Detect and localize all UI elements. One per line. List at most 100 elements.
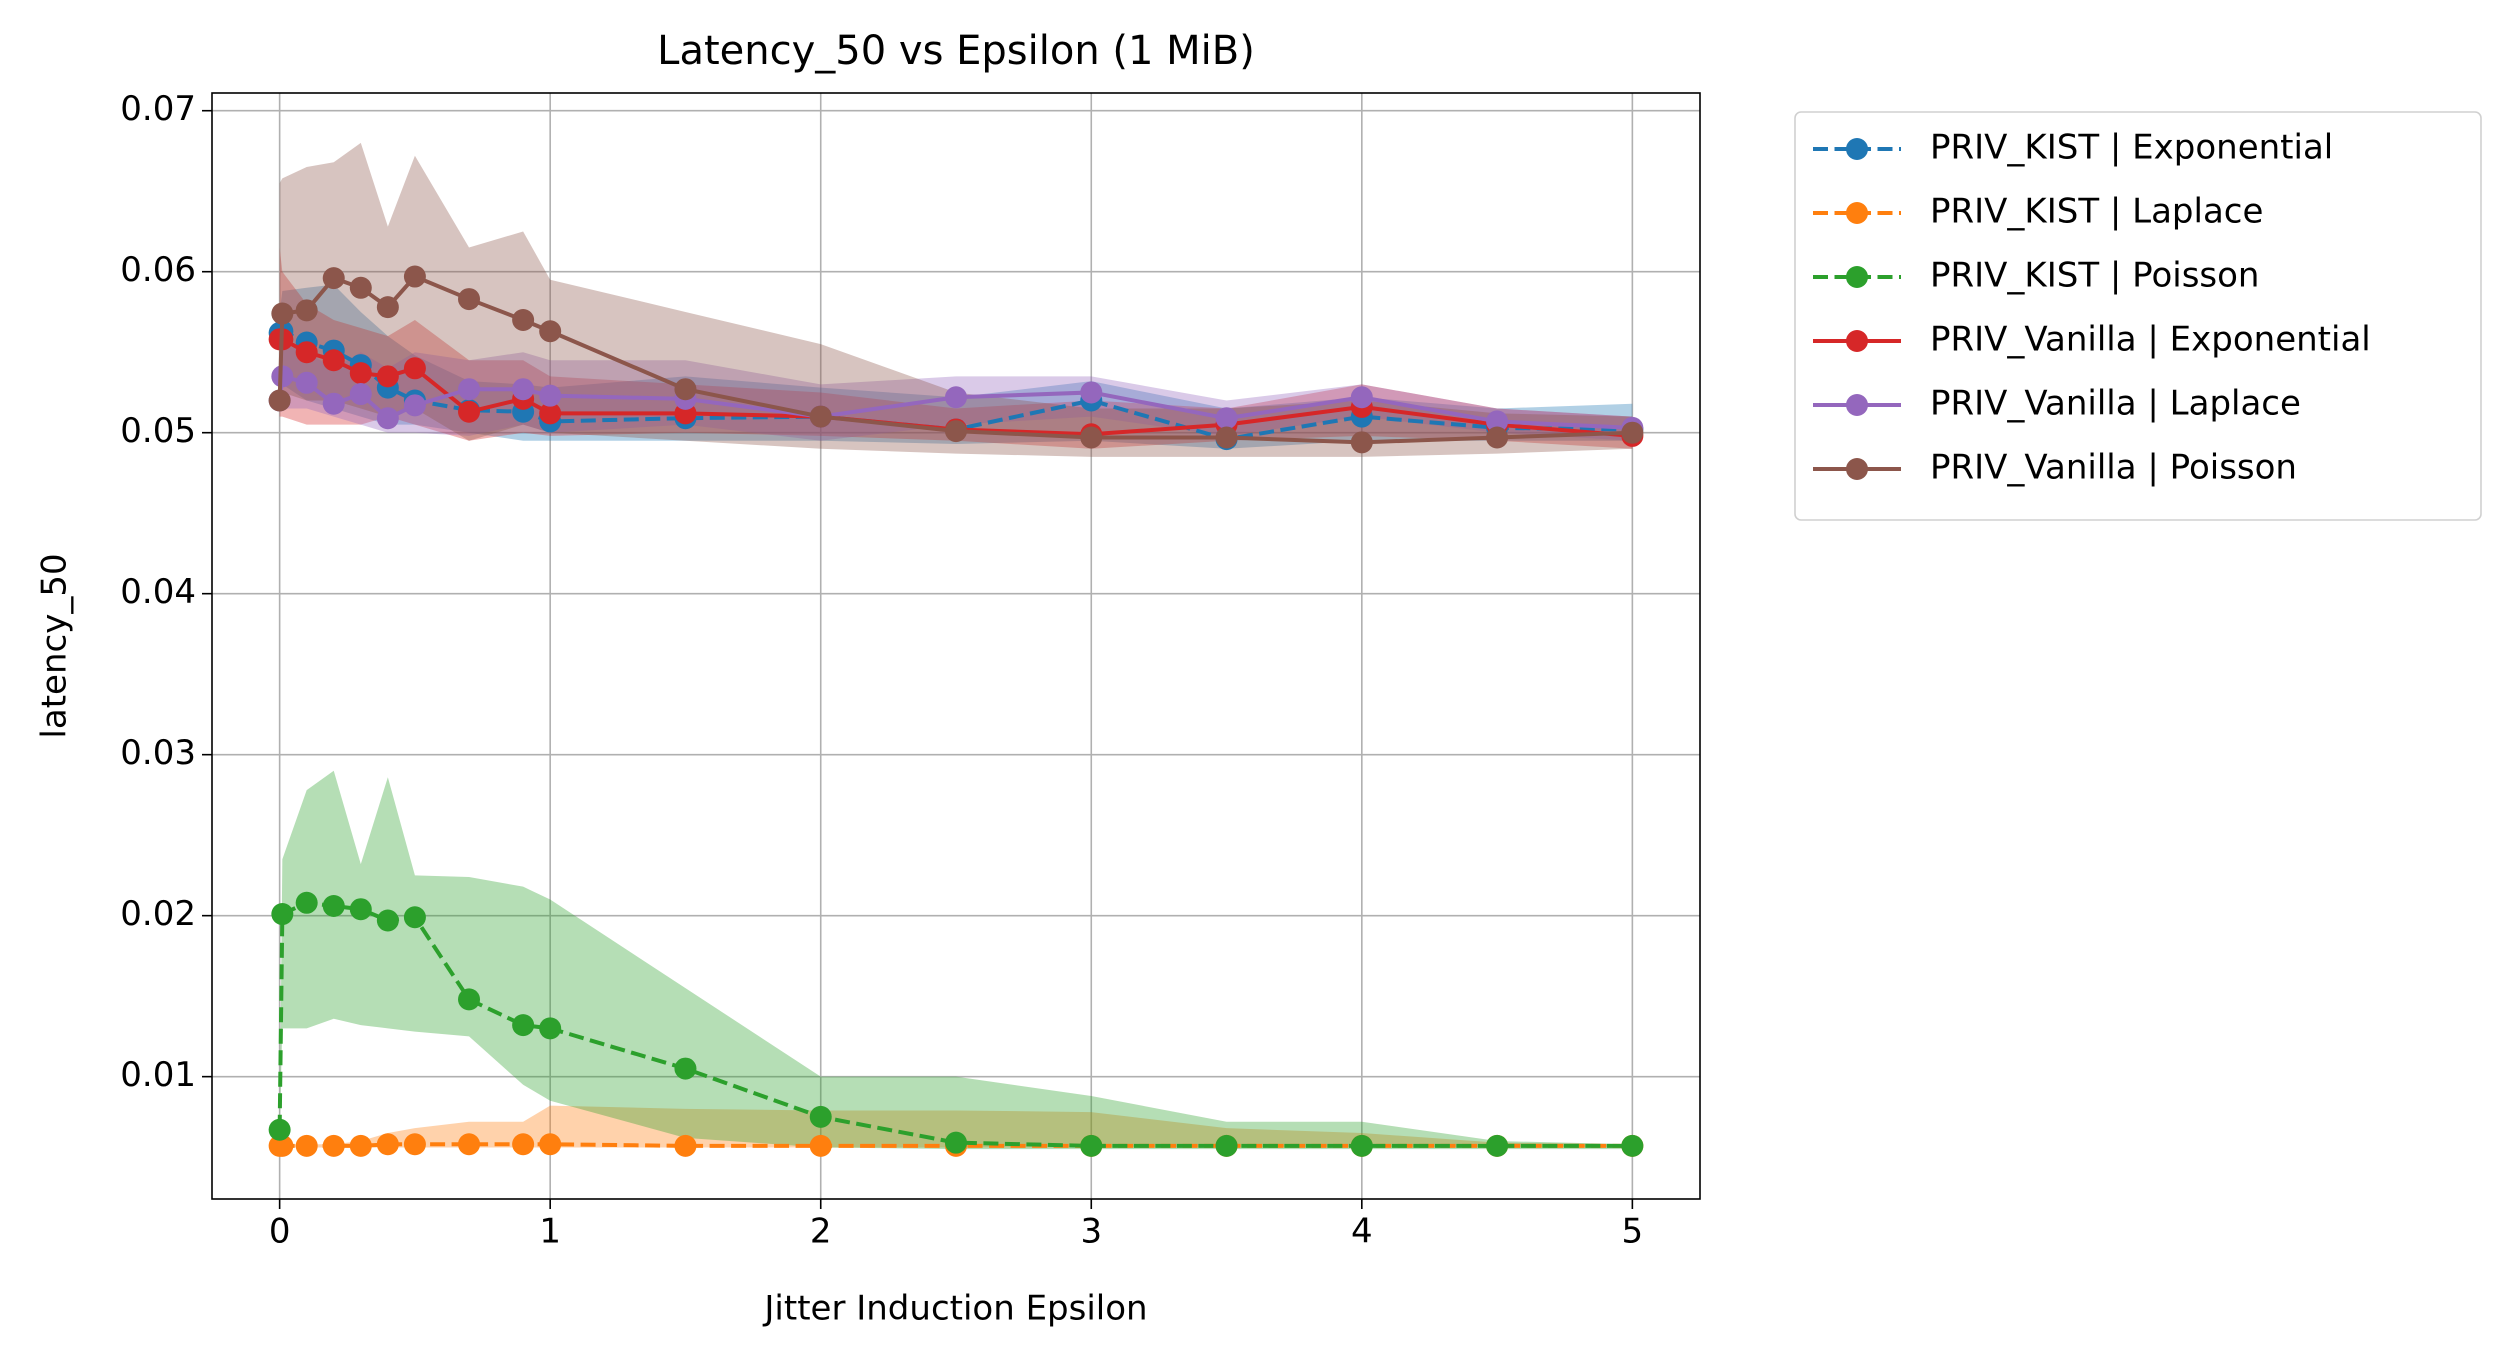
data-point <box>268 1118 291 1141</box>
legend-label: PRIV_KIST | Laplace <box>1930 192 2263 232</box>
y-tick-label: 0.03 <box>120 733 196 773</box>
data-point <box>1080 1134 1103 1157</box>
data-point <box>1215 407 1238 430</box>
y-tick-label: 0.06 <box>120 250 196 290</box>
error-band <box>279 142 1633 457</box>
plot-area <box>268 142 1644 1157</box>
data-point <box>403 1133 426 1156</box>
data-point <box>349 383 372 406</box>
data-point <box>1486 1134 1509 1157</box>
error-band <box>279 770 1633 1150</box>
data-point <box>539 320 562 343</box>
data-point <box>376 365 399 388</box>
x-tick-label: 2 <box>810 1212 832 1252</box>
data-point <box>376 296 399 319</box>
data-point <box>809 1134 832 1157</box>
data-point <box>458 1133 481 1156</box>
data-point <box>403 394 426 417</box>
data-point <box>674 1057 697 1080</box>
data-point <box>295 371 318 394</box>
legend-swatch-marker <box>1846 138 1868 160</box>
data-point <box>376 909 399 932</box>
data-point <box>322 1134 345 1157</box>
legend-swatch-marker <box>1846 458 1868 480</box>
data-point <box>539 1017 562 1040</box>
legend-label: PRIV_Vanilla | Poisson <box>1930 448 2297 488</box>
data-point <box>1350 1134 1373 1157</box>
y-tick-label: 0.04 <box>120 572 196 612</box>
data-point <box>403 265 426 288</box>
data-point <box>1080 426 1103 449</box>
data-point <box>512 378 535 401</box>
data-point <box>322 349 345 372</box>
legend-swatch-marker <box>1846 330 1868 352</box>
data-point <box>376 1133 399 1156</box>
data-point <box>809 1105 832 1128</box>
data-point <box>512 1133 535 1156</box>
legend-label: PRIV_Vanilla | Laplace <box>1930 384 2301 424</box>
data-point <box>271 903 294 926</box>
y-tick-label: 0.07 <box>120 89 196 129</box>
data-point <box>512 308 535 331</box>
data-point <box>295 891 318 914</box>
x-tick-label: 1 <box>539 1212 561 1252</box>
data-point <box>539 402 562 425</box>
data-point <box>1621 421 1644 444</box>
data-point <box>349 276 372 299</box>
y-tick-label: 0.05 <box>120 411 196 451</box>
data-point <box>512 1014 535 1037</box>
data-point <box>271 302 294 325</box>
data-point <box>349 898 372 921</box>
data-point <box>945 420 967 443</box>
data-point <box>945 1131 967 1154</box>
data-point <box>1215 426 1238 449</box>
data-point <box>539 1133 562 1156</box>
data-point <box>376 407 399 430</box>
data-point <box>1215 1134 1238 1157</box>
data-point <box>295 299 318 322</box>
plot-frame <box>211 92 1701 1200</box>
legend-label: PRIV_KIST | Poisson <box>1930 256 2259 296</box>
data-point <box>674 378 697 401</box>
data-point <box>458 378 481 401</box>
data-point <box>322 894 345 917</box>
data-point <box>1080 381 1103 404</box>
legend-label: PRIV_Vanilla | Exponential <box>1930 320 2371 360</box>
data-point <box>1621 1134 1644 1157</box>
data-point <box>268 389 291 412</box>
y-tick-label: 0.01 <box>120 1055 196 1095</box>
y-axis-label: latency_50 <box>35 553 75 738</box>
data-point <box>458 400 481 423</box>
x-tick-label: 4 <box>1351 1212 1373 1252</box>
error-band <box>279 1105 1633 1148</box>
data-point <box>322 392 345 415</box>
data-point <box>1486 426 1509 449</box>
x-tick-label: 0 <box>269 1212 291 1252</box>
data-point <box>1350 386 1373 409</box>
data-point <box>1350 431 1373 454</box>
data-point <box>322 267 345 290</box>
data-point <box>349 362 372 385</box>
data-point <box>458 288 481 311</box>
x-axis-label: Jitter Induction Epsilon <box>762 1289 1147 1329</box>
data-point <box>539 384 562 407</box>
data-point <box>403 906 426 929</box>
data-point <box>349 1134 372 1157</box>
data-point <box>295 1134 318 1157</box>
x-tick-label: 3 <box>1080 1212 1102 1252</box>
data-point <box>674 1134 697 1157</box>
legend-swatch-marker <box>1846 394 1868 416</box>
legend-swatch-marker <box>1846 202 1868 224</box>
chart-title: Latency_50 vs Epsilon (1 MiB) <box>657 28 1255 74</box>
data-point <box>809 405 832 428</box>
legend-swatch-marker <box>1846 266 1868 288</box>
y-tick-label: 0.02 <box>120 894 196 934</box>
legend-frame <box>1794 111 2482 521</box>
data-point <box>945 386 967 409</box>
data-point <box>458 988 481 1011</box>
data-point <box>403 357 426 380</box>
data-point <box>295 341 318 364</box>
x-tick-label: 5 <box>1622 1212 1644 1252</box>
legend-label: PRIV_KIST | Exponential <box>1930 128 2333 168</box>
